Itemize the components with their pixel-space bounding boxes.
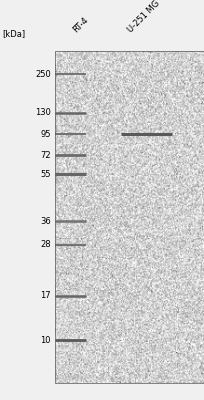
Text: U-251 MG: U-251 MG — [126, 0, 162, 34]
Bar — [0, 383, 204, 400]
Text: 250: 250 — [35, 70, 51, 79]
Text: [kDa]: [kDa] — [2, 29, 25, 38]
Text: 17: 17 — [40, 291, 51, 300]
Text: 36: 36 — [40, 217, 51, 226]
Bar — [55, 51, 204, 383]
Text: 10: 10 — [41, 336, 51, 345]
Text: 28: 28 — [40, 240, 51, 249]
Text: 130: 130 — [35, 108, 51, 117]
Text: 95: 95 — [41, 130, 51, 138]
Bar — [0, 51, 55, 400]
Text: 72: 72 — [40, 151, 51, 160]
Text: RT-4: RT-4 — [71, 15, 90, 34]
Text: 55: 55 — [41, 170, 51, 179]
